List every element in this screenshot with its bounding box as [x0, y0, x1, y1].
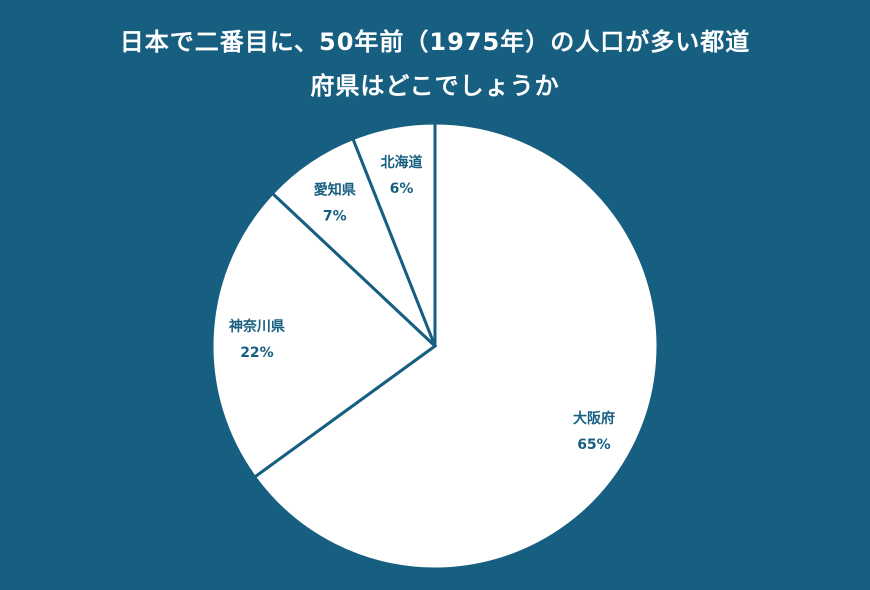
chart-title-line-1: 日本で二番目に、50年前（1975年）の人口が多い都道 — [119, 28, 751, 56]
pie-slice-1 — [210, 191, 438, 480]
slice-name-label: 北海道 — [381, 154, 423, 171]
slice-value-label: 65% — [577, 437, 611, 453]
chart-title: 日本で二番目に、50年前（1975年）の人口が多い都道 府県はどこでしょうか — [0, 20, 870, 108]
chart-title-line-2: 府県はどこでしょうか — [310, 72, 560, 100]
pie-slice-0 — [252, 121, 660, 571]
slice-name-label: 大阪府 — [573, 410, 615, 427]
slice-value-label: 6% — [390, 181, 414, 197]
slice-value-label: 7% — [323, 208, 347, 224]
pie-slice-3 — [350, 121, 437, 347]
slice-name-label: 愛知県 — [314, 181, 356, 198]
slice-name-label: 神奈川県 — [229, 318, 285, 335]
slice-value-label: 22% — [240, 345, 274, 361]
